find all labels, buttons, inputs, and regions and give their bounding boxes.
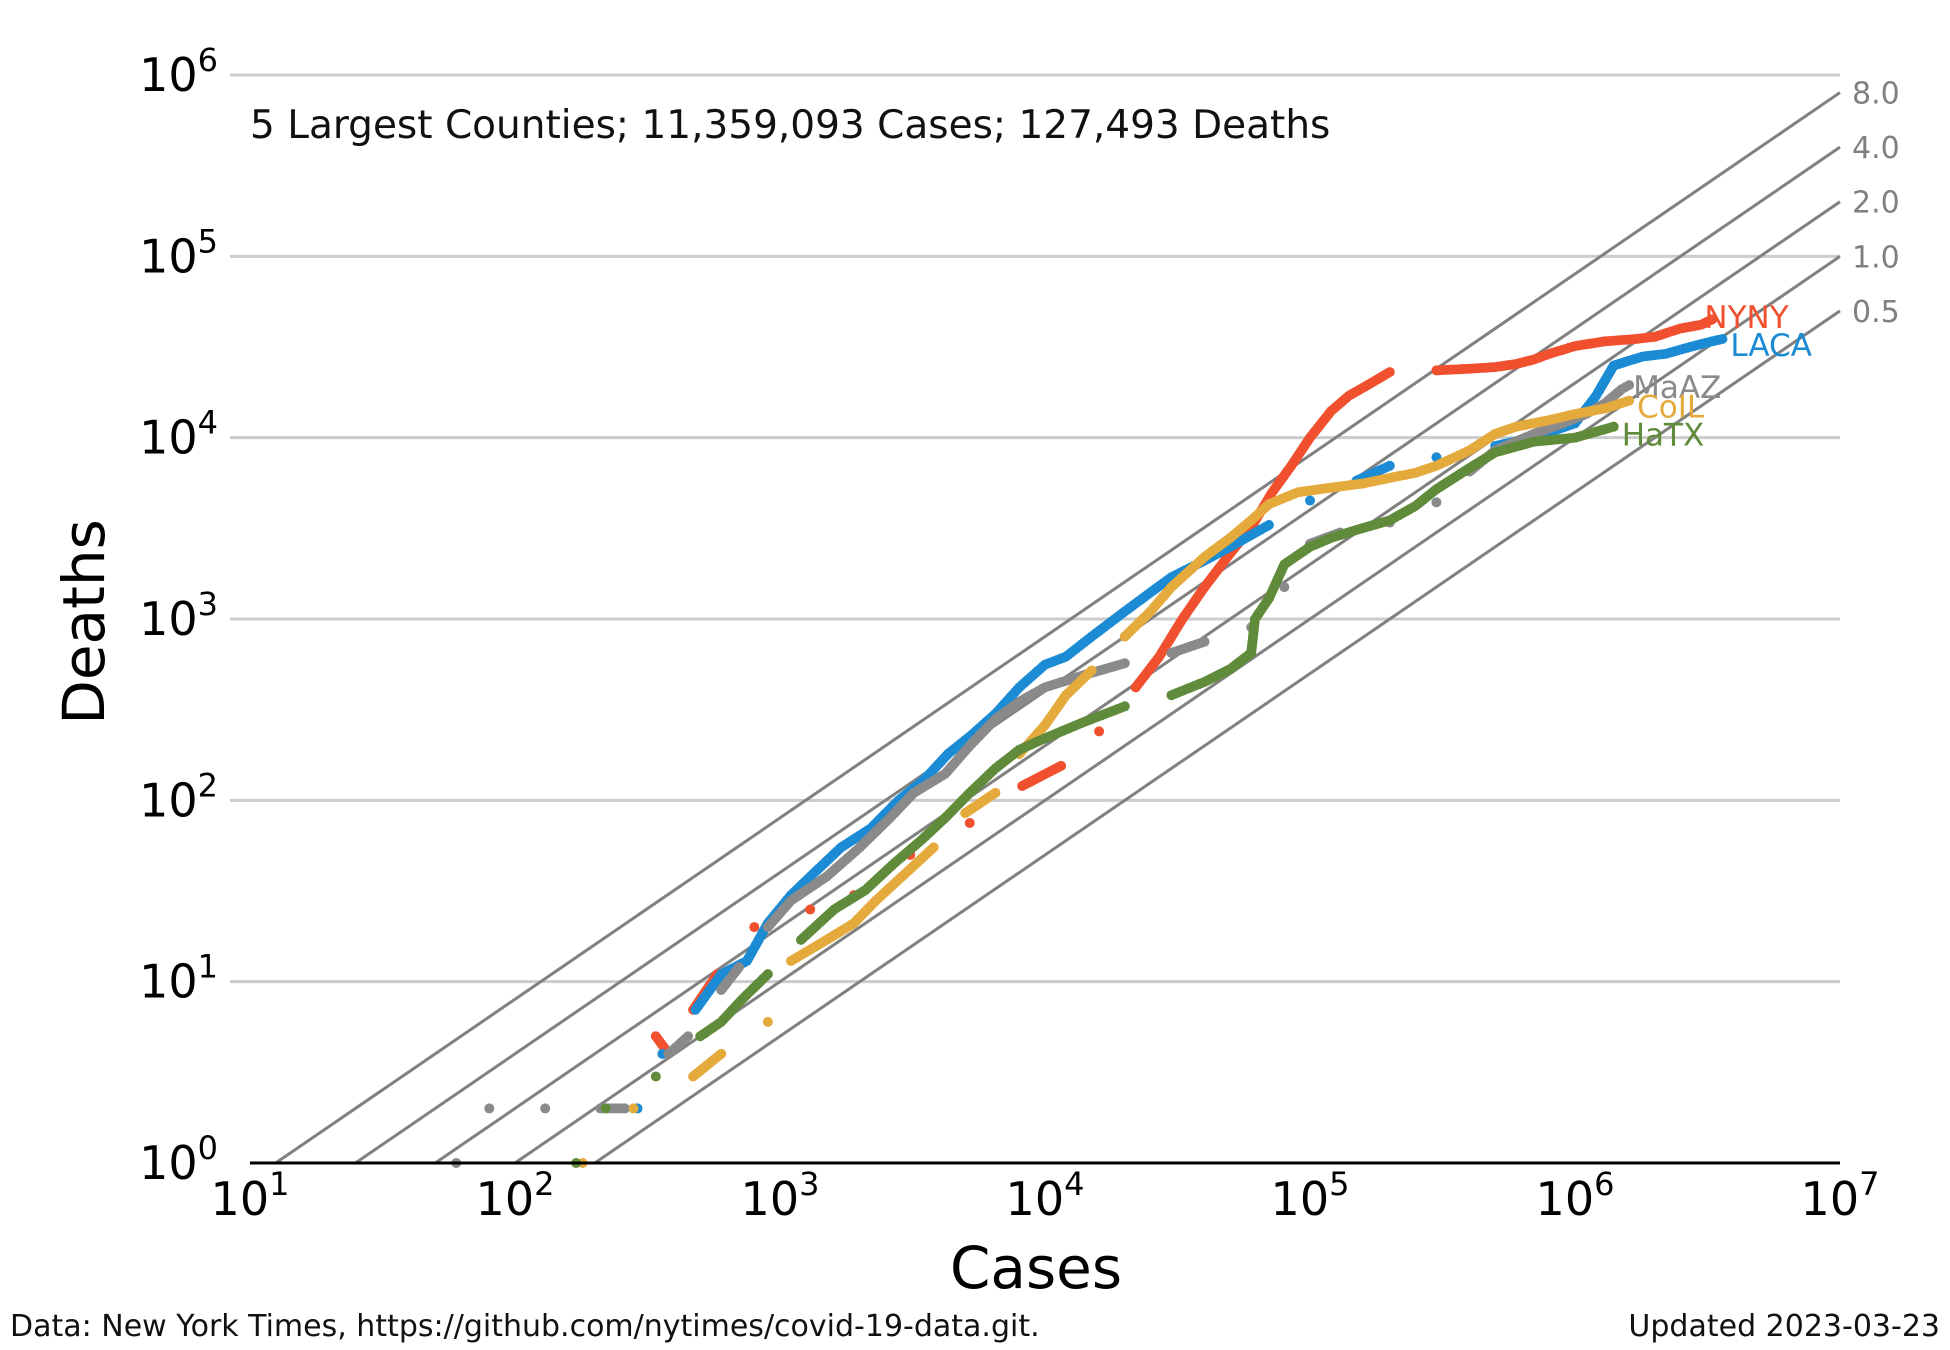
- y-tick-label: 102: [139, 766, 218, 827]
- data-source-note: Data: New York Times, https://github.com…: [10, 1309, 1040, 1344]
- data-point: [619, 1103, 630, 1114]
- data-point: [1056, 760, 1067, 771]
- data-point: [1119, 658, 1130, 669]
- data-point: [1624, 380, 1635, 391]
- series-label: MaAZ: [1633, 370, 1721, 406]
- data-point: [600, 1103, 611, 1114]
- x-tick-label: 106: [1536, 1165, 1615, 1226]
- data-point: [1707, 314, 1718, 325]
- x-tick-label: 104: [1006, 1165, 1085, 1226]
- series-label: HaTX: [1622, 418, 1704, 454]
- y-tick-label: 100: [139, 1129, 218, 1190]
- data-point: [928, 842, 939, 853]
- data-point: [650, 1071, 661, 1082]
- x-tick-label: 103: [741, 1165, 820, 1226]
- updated-date: Updated 2023-03-23: [1628, 1309, 1940, 1344]
- y-tick-labels: 100 101 102 103 104 105 106: [139, 41, 218, 1190]
- data-point: [733, 962, 744, 973]
- data-point: [805, 904, 816, 915]
- y-axis-label: Deaths: [50, 519, 118, 725]
- reference-line-label: 1.0: [1852, 240, 1900, 275]
- x-tick-labels: 101 102 103 104 105 106 107: [211, 1165, 1880, 1226]
- data-point: [1094, 726, 1105, 737]
- x-tick-label: 107: [1801, 1165, 1880, 1226]
- data-point: [1431, 497, 1442, 508]
- reference-line-label: 0.5: [1852, 295, 1900, 330]
- series-label: NYNY: [1704, 300, 1788, 336]
- chart: 8.0 4.0 2.0 1.0 0.5 101 102 103 104 105 106 107 10…: [50, 41, 1900, 1300]
- data-point: [683, 1031, 694, 1042]
- data-point: [1305, 495, 1315, 506]
- data-point: [716, 1048, 727, 1059]
- y-tick-label: 101: [139, 948, 218, 1009]
- data-point: [1119, 701, 1130, 712]
- data-points: [451, 314, 1728, 1168]
- data-point: [964, 817, 975, 828]
- data-point: [1384, 367, 1395, 378]
- data-point: [1279, 582, 1290, 593]
- x-tick-label: 105: [1271, 1165, 1350, 1226]
- data-point: [1263, 519, 1274, 530]
- data-point: [1199, 636, 1210, 647]
- chart-title: 5 Largest Counties; 11,359,093 Cases; 12…: [250, 103, 1330, 148]
- data-point: [628, 1103, 639, 1114]
- reference-line-label: 2.0: [1852, 186, 1900, 221]
- reference-line-label: 8.0: [1852, 77, 1900, 112]
- y-tick-label: 105: [139, 222, 218, 283]
- x-tick-label: 101: [211, 1165, 290, 1226]
- data-point: [1717, 334, 1728, 345]
- data-point: [1608, 421, 1619, 432]
- reference-line-label: 4.0: [1852, 131, 1900, 166]
- series-label: CoIL: [1637, 390, 1705, 426]
- data-point: [749, 922, 760, 933]
- y-tick-label: 103: [139, 585, 218, 646]
- reference-line: [354, 145, 1841, 1165]
- y-tick-label: 106: [139, 41, 218, 102]
- data-point: [762, 969, 773, 980]
- data-point: [484, 1103, 495, 1114]
- series-label: LACA: [1730, 328, 1812, 364]
- y-tick-label: 104: [139, 404, 218, 465]
- x-axis-label: Cases: [950, 1234, 1122, 1300]
- data-point: [990, 787, 1001, 798]
- data-point: [1384, 460, 1395, 471]
- reference-line: [274, 91, 1841, 1165]
- gridlines: [230, 73, 1840, 984]
- reference-line: [593, 309, 1841, 1165]
- x-tick-label: 102: [476, 1165, 555, 1226]
- data-point: [1624, 395, 1635, 406]
- data-point: [1086, 665, 1097, 676]
- data-point: [762, 1016, 773, 1027]
- data-point: [540, 1103, 551, 1114]
